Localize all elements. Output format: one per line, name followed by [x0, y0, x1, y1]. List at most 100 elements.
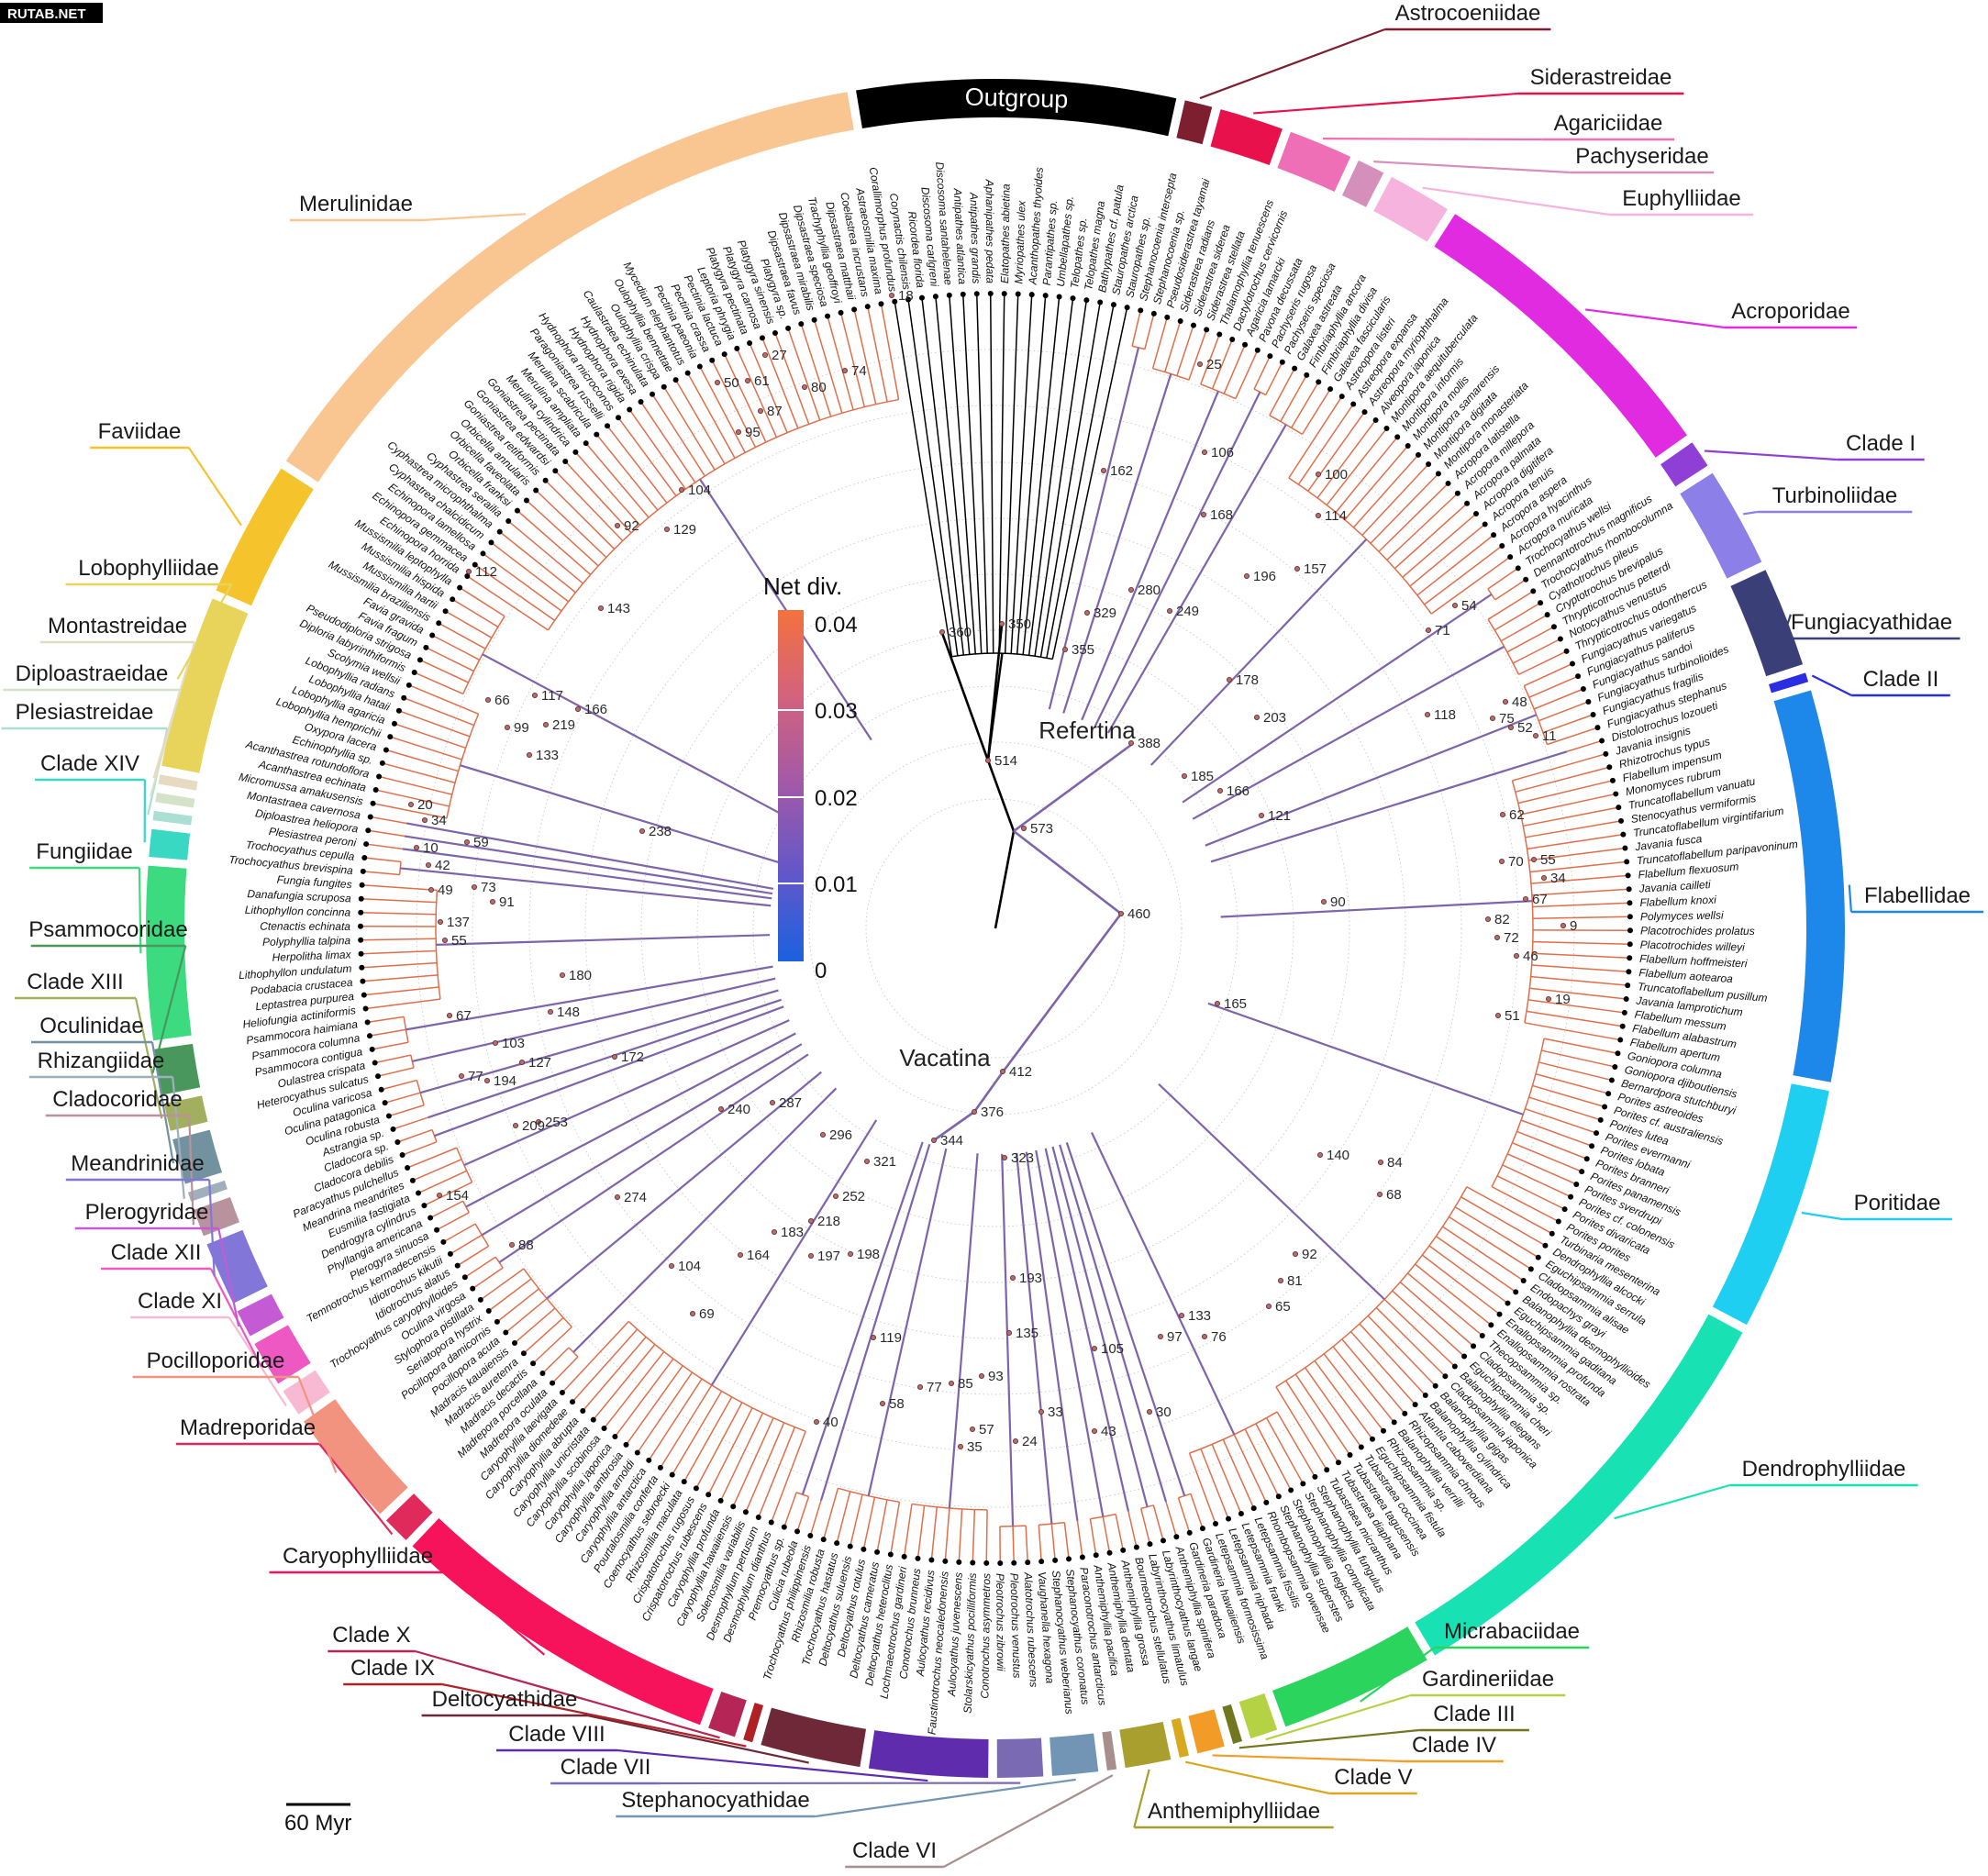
clade-arc: [1152, 367, 1190, 381]
node-support-label: 50: [724, 375, 739, 391]
tip-dot: [1361, 409, 1368, 416]
tip-dot: [1451, 1363, 1458, 1370]
tip-dot: [1120, 1547, 1127, 1553]
node-support-label: 81: [1287, 1273, 1303, 1289]
internal-node-dot: [1495, 1013, 1502, 1019]
tip-dot: [781, 1524, 787, 1530]
node-support-label: 121: [1268, 808, 1291, 824]
internal-node-dot: [1293, 1251, 1299, 1258]
tip-dot: [1199, 1526, 1205, 1532]
tip-dot: [672, 377, 679, 383]
branch: [724, 353, 767, 443]
tip-dot: [1083, 297, 1090, 304]
tip-dot: [905, 296, 912, 303]
myr-ring: [752, 685, 1238, 1171]
tip-dot: [1618, 817, 1625, 824]
branch: [1165, 1501, 1178, 1537]
node-support-label: 33: [1048, 1404, 1063, 1420]
tip-dot: [539, 1371, 546, 1377]
tip-dot: [1106, 1549, 1113, 1556]
branch: [419, 659, 469, 683]
node-support-label: 376: [981, 1105, 1004, 1120]
node-support-label: 51: [1505, 1008, 1520, 1024]
branch: [774, 332, 810, 425]
branch: [1012, 1526, 1015, 1563]
internal-node-dot: [560, 972, 566, 979]
node-support-label: 65: [1275, 1299, 1291, 1315]
branch: [1529, 860, 1627, 873]
node-support-label: 34: [431, 813, 447, 828]
tip-dot: [364, 1019, 371, 1026]
tip-dot: [523, 497, 529, 504]
internal-node-dot: [1201, 512, 1207, 518]
node-support-label: 198: [857, 1247, 880, 1262]
node-support-label: 73: [481, 880, 496, 895]
species-label: Conotrochus asymmetros: [978, 1573, 993, 1699]
branch: [1164, 320, 1182, 372]
node-support-label: 42: [435, 858, 450, 873]
branch: [374, 1054, 411, 1064]
family-arc-turbinoliidae: [1680, 472, 1762, 579]
family-arc-clade-vii: [996, 1737, 1044, 1778]
tip-dot: [1079, 1554, 1085, 1560]
branch: [1089, 1518, 1097, 1556]
branch: [397, 1128, 433, 1143]
tip-dot: [447, 1250, 453, 1257]
internal-node-dot: [1000, 1069, 1006, 1075]
node-support-label: 252: [842, 1189, 865, 1204]
branch: [1131, 310, 1141, 347]
internal-node-dot: [745, 377, 751, 383]
node-support-label: 218: [817, 1214, 840, 1229]
tip-dot: [436, 620, 442, 627]
branch: [1402, 513, 1477, 578]
tip-dot: [1350, 401, 1357, 407]
internal-node-dot: [939, 629, 946, 636]
tip-dot: [1615, 1050, 1621, 1057]
legend-tick-label: 0.04: [815, 613, 858, 638]
clade-arc: [431, 1129, 438, 1143]
family-arc-rhizangiidae: [187, 1180, 228, 1202]
branch: [1394, 503, 1468, 570]
tip-dot: [416, 657, 423, 663]
tip-dot: [1473, 511, 1480, 517]
internal-node-dot: [1244, 573, 1250, 580]
tip-dot: [385, 1113, 392, 1119]
branch: [1326, 427, 1388, 505]
tip-dot: [429, 632, 436, 638]
internal-node-dot: [509, 1242, 516, 1249]
branch: [1523, 806, 1619, 827]
family-arc-pachyseridae: [1341, 160, 1384, 207]
branch: [394, 723, 466, 749]
species-label: Ctenactis echinata: [260, 920, 350, 933]
branch: [1525, 1107, 1597, 1134]
internal-node-dot: [1202, 449, 1208, 455]
internal-node-dot: [463, 839, 470, 846]
node-support-label: 135: [1016, 1326, 1038, 1341]
node-support-label: 104: [688, 483, 711, 498]
internal-node-dot: [548, 1009, 554, 1016]
node-support-label: 43: [1101, 1424, 1116, 1439]
tip-dot: [1190, 322, 1196, 328]
tip-dot: [1412, 1402, 1418, 1408]
clade-arc: [456, 1147, 473, 1183]
species-label: Pleotrochus venustus: [1007, 1573, 1023, 1679]
branch: [1016, 295, 1047, 654]
net-diversification-legend: Net div. 0.04 0.03 0.02 0.01 0: [763, 572, 858, 983]
family-arc-montastreidae: [158, 774, 198, 791]
branch: [1454, 1206, 1539, 1259]
branch: [505, 1298, 548, 1334]
branch: [1542, 714, 1594, 734]
family-label-pocilloporidae: Pocilloporidae: [147, 1349, 285, 1373]
branch: [1370, 472, 1439, 544]
species-label: Javania cailleti: [1638, 878, 1711, 895]
tip-dot: [367, 814, 373, 820]
branch: [1288, 395, 1343, 479]
tip-dot: [1426, 461, 1432, 468]
node-support-label: 388: [1138, 736, 1161, 751]
internal-node-dot: [1092, 1428, 1098, 1435]
branch: [361, 884, 438, 892]
internal-node-dot: [1378, 1160, 1384, 1166]
clade-stem: [402, 848, 772, 900]
family-leader-line: [1422, 186, 1610, 216]
